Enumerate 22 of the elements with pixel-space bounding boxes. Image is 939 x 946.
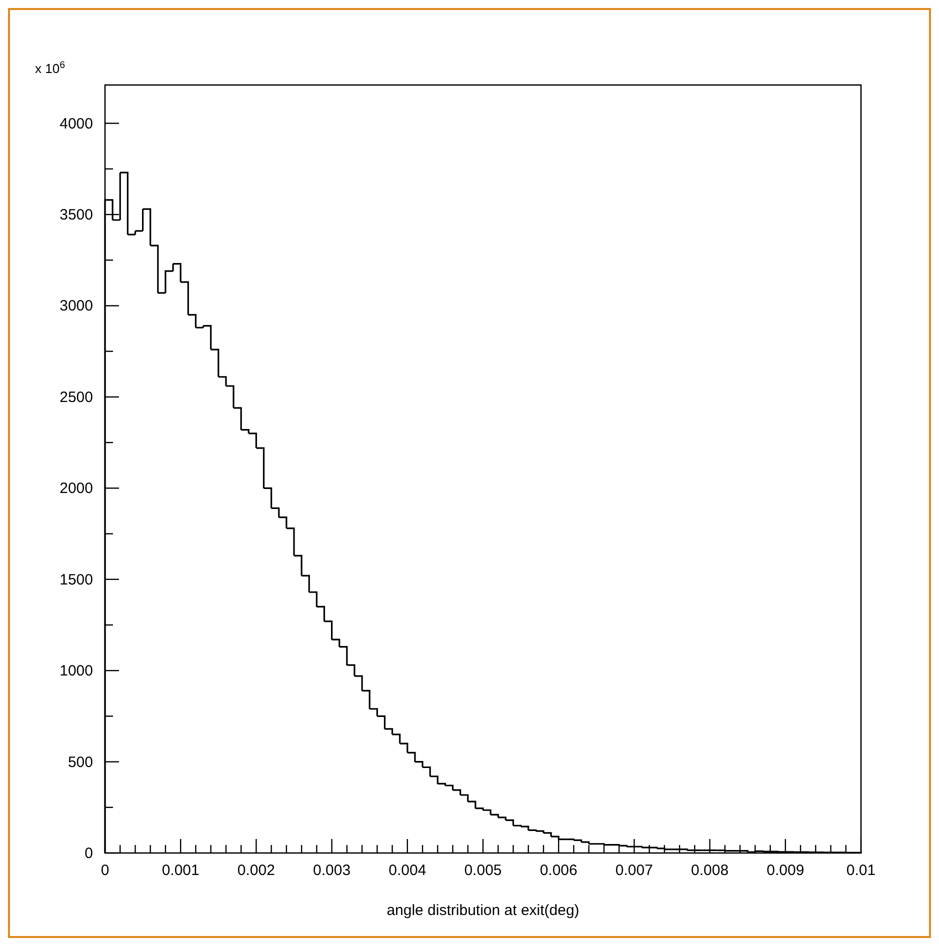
y-tick-label: 1500: [60, 571, 93, 588]
x-tick-label: 0.01: [846, 862, 876, 879]
x-tick-label: 0.008: [691, 862, 729, 879]
x-axis-title: angle distribution at exit(deg): [386, 902, 580, 919]
y-tick-label: 0: [84, 845, 93, 862]
x-tick-label: 0.009: [766, 862, 804, 879]
y-tick-label: 1000: [60, 662, 93, 680]
x-tick-label: 0.003: [313, 862, 351, 879]
x-tick-label: 0.001: [162, 862, 200, 879]
x-tick-label: 0: [100, 862, 110, 879]
y-tick-label: 3000: [60, 298, 93, 315]
x-tick-label: 0.004: [388, 862, 426, 879]
y-tick-label: 3500: [60, 206, 93, 224]
x-tick-label: 0.007: [615, 862, 653, 879]
y-tick-label: 4000: [60, 115, 93, 132]
y-tick-label: 2500: [60, 388, 93, 406]
y-tick-label: 500: [68, 754, 93, 771]
x-tick-label: 0.006: [540, 862, 578, 879]
x-tick-label: 0.005: [464, 862, 502, 879]
y-axis-title: x 10$^{6}$: [35, 60, 66, 76]
x-tick-label: 0.002: [237, 862, 275, 879]
y-tick-label: 2000: [60, 480, 93, 498]
